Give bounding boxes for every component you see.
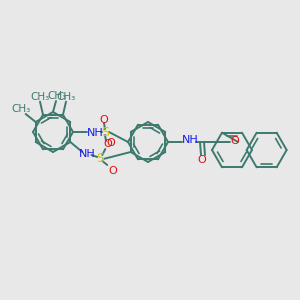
- Text: O: O: [106, 138, 115, 148]
- Text: CH₃: CH₃: [47, 91, 67, 101]
- Text: O: O: [103, 139, 112, 149]
- Text: O: O: [231, 136, 239, 146]
- Text: S: S: [96, 152, 104, 164]
- Text: CH₃: CH₃: [30, 92, 50, 102]
- Text: CH₃: CH₃: [56, 92, 76, 102]
- Text: O: O: [198, 155, 206, 165]
- Text: NH: NH: [79, 149, 96, 159]
- Text: CH₃: CH₃: [11, 104, 30, 114]
- Text: O: O: [100, 115, 108, 125]
- Text: NH: NH: [182, 135, 198, 145]
- Text: O: O: [108, 166, 117, 176]
- Text: S: S: [101, 125, 109, 139]
- Text: NH: NH: [87, 128, 103, 138]
